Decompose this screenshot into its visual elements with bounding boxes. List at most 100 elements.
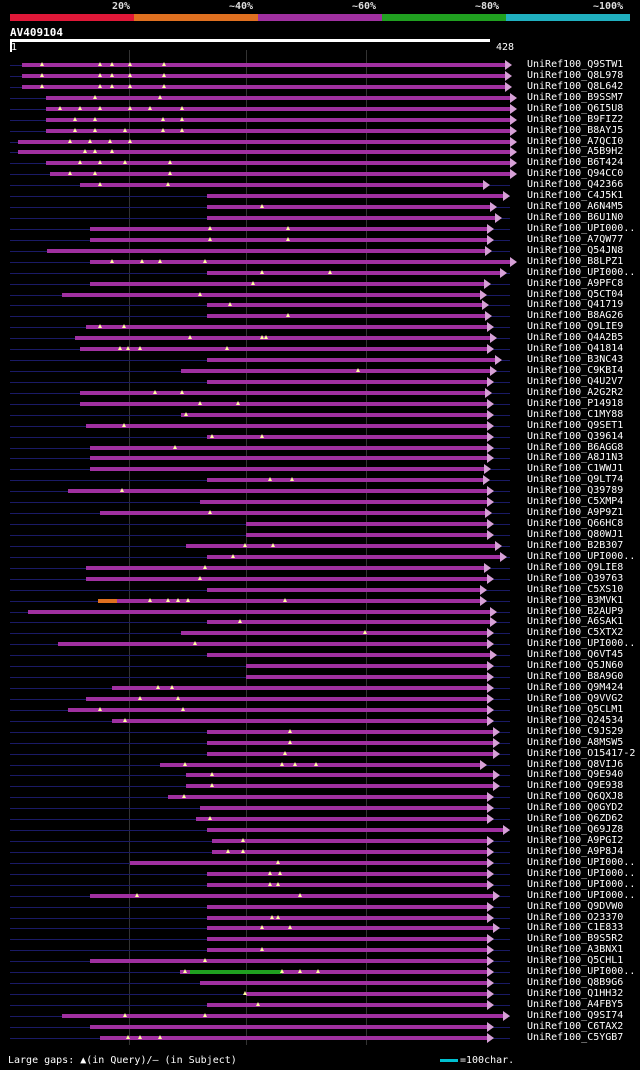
- hit-label[interactable]: UniRef100_Q9LIE9: [527, 321, 624, 333]
- hit-row[interactable]: UniRef100_Q9LT74: [0, 474, 640, 486]
- hit-row[interactable]: UniRef100_B9S5R2: [0, 933, 640, 945]
- alignment-bar[interactable]: [207, 379, 487, 384]
- hit-row[interactable]: UniRef100_P14918: [0, 398, 640, 410]
- hit-row[interactable]: UniRef100_Q8L978: [0, 70, 640, 82]
- alignment-bar[interactable]: [212, 849, 487, 854]
- hit-row[interactable]: UniRef100_A6SAK1: [0, 616, 640, 628]
- hit-row[interactable]: UniRef100_C5XTX2: [0, 627, 640, 639]
- alignment-bar[interactable]: [160, 762, 480, 767]
- alignment-bar[interactable]: [90, 281, 484, 286]
- hit-row[interactable]: UniRef100_Q39789: [0, 485, 640, 497]
- hit-label[interactable]: UniRef100_Q1HH32: [527, 988, 624, 1000]
- hit-label[interactable]: UniRef100_Q6I5U8: [527, 102, 624, 114]
- hit-row[interactable]: UniRef100_A5B9H2: [0, 146, 640, 158]
- hit-label[interactable]: UniRef100_Q8B9G6: [527, 977, 624, 989]
- hit-row[interactable]: UniRef100_Q41719: [0, 299, 640, 311]
- hit-row[interactable]: UniRef100_Q5CHL1: [0, 955, 640, 967]
- hit-label[interactable]: UniRef100_Q39763: [527, 572, 624, 584]
- hit-label[interactable]: UniRef100_Q6VT45: [527, 649, 624, 661]
- hit-row[interactable]: UniRef100_B8AG26: [0, 310, 640, 322]
- hit-label[interactable]: UniRef100_Q9LIE8: [527, 561, 624, 573]
- hit-label[interactable]: UniRef100_Q66HC8: [527, 518, 624, 530]
- hit-label[interactable]: UniRef100_Q9STW1: [527, 59, 624, 70]
- hit-row[interactable]: UniRef100_A2G2R2: [0, 386, 640, 399]
- hit-label[interactable]: UniRef100_UPI000..: [527, 638, 636, 650]
- hit-row[interactable]: UniRef100_C9JS29: [0, 726, 640, 738]
- alignment-bar[interactable]: [28, 609, 490, 614]
- hit-label[interactable]: UniRef100_A2G2R2: [527, 386, 624, 398]
- alignment-bar[interactable]: [207, 882, 487, 887]
- hit-row[interactable]: UniRef100_Q9E938: [0, 780, 640, 792]
- hit-row[interactable]: UniRef100_B3MVK1: [0, 595, 640, 607]
- hit-label[interactable]: UniRef100_Q6QXJ8: [527, 791, 624, 803]
- alignment-bar[interactable]: [90, 467, 484, 472]
- hit-label[interactable]: UniRef100_C5YGB7: [527, 1031, 624, 1043]
- hit-label[interactable]: UniRef100_Q8VIJ6: [527, 758, 624, 770]
- hit-row[interactable]: UniRef100_B9FIZ2: [0, 114, 640, 126]
- hit-row[interactable]: UniRef100_Q69JZ8: [0, 824, 640, 836]
- hit-label[interactable]: UniRef100_C4J5K1: [527, 190, 624, 202]
- hit-row[interactable]: UniRef100_Q1HH32: [0, 988, 640, 1000]
- alignment-bar[interactable]: [46, 117, 510, 122]
- alignment-bar[interactable]: [98, 598, 480, 603]
- alignment-bar[interactable]: [207, 926, 493, 931]
- alignment-bar[interactable]: [186, 773, 493, 778]
- hit-row[interactable]: UniRef100_C5YGB7: [0, 1031, 640, 1044]
- hit-label[interactable]: UniRef100_Q41719: [527, 299, 624, 311]
- hit-row[interactable]: UniRef100_Q39614: [0, 431, 640, 443]
- hit-label[interactable]: UniRef100_A7QW77: [527, 233, 624, 245]
- alignment-bar[interactable]: [246, 532, 487, 537]
- hit-label[interactable]: UniRef100_C1MY88: [527, 408, 624, 420]
- hit-label[interactable]: UniRef100_A9P8J4: [527, 845, 624, 857]
- hit-label[interactable]: UniRef100_B6U1N0: [527, 212, 624, 224]
- alignment-bar[interactable]: [46, 106, 510, 111]
- alignment-bar[interactable]: [130, 860, 487, 865]
- hit-row[interactable]: UniRef100_A6N4M5: [0, 201, 640, 213]
- hit-row[interactable]: UniRef100_Q8L642: [0, 81, 640, 93]
- alignment-bar[interactable]: [207, 303, 482, 308]
- hit-row[interactable]: UniRef100_UPI000..: [0, 889, 640, 902]
- alignment-bar[interactable]: [18, 139, 510, 144]
- hit-label[interactable]: UniRef100_B2B307: [527, 539, 624, 551]
- hit-row[interactable]: UniRef100_A9PGI2: [0, 835, 640, 847]
- hit-label[interactable]: UniRef100_Q4A2B5: [527, 332, 624, 344]
- hit-row[interactable]: UniRef100_A4FBY5: [0, 999, 640, 1011]
- alignment-bar[interactable]: [181, 631, 487, 636]
- alignment-bar[interactable]: [246, 675, 487, 680]
- alignment-bar[interactable]: [212, 839, 487, 844]
- alignment-bar[interactable]: [207, 194, 503, 199]
- alignment-bar[interactable]: [207, 937, 487, 942]
- hit-label[interactable]: UniRef100_B6AGG8: [527, 441, 624, 453]
- hit-row[interactable]: UniRef100_Q9STW1: [0, 59, 640, 71]
- alignment-bar[interactable]: [90, 959, 487, 964]
- hit-label[interactable]: UniRef100_UPI000..: [527, 856, 636, 868]
- hit-row[interactable]: UniRef100_C9KBI4: [0, 365, 640, 377]
- hit-row[interactable]: UniRef100_Q6QXJ8: [0, 791, 640, 803]
- alignment-bar[interactable]: [80, 347, 487, 352]
- hit-row[interactable]: UniRef100_Q8B9G6: [0, 977, 640, 989]
- hit-row[interactable]: UniRef100_Q54JN8: [0, 245, 640, 257]
- hit-label[interactable]: UniRef100_B9S5R2: [527, 933, 624, 945]
- hit-row[interactable]: UniRef100_A7QW77: [0, 233, 640, 246]
- hit-row[interactable]: UniRef100_Q66HC8: [0, 518, 640, 530]
- hit-row[interactable]: UniRef100_Q94CC0: [0, 168, 640, 180]
- hit-label[interactable]: UniRef100_B6T424: [527, 157, 624, 169]
- hit-label[interactable]: UniRef100_Q9E938: [527, 780, 624, 792]
- hit-label[interactable]: UniRef100_A9PFC8: [527, 277, 624, 289]
- hit-row[interactable]: UniRef100_A9P9Z1: [0, 507, 640, 519]
- hit-label[interactable]: UniRef100_UPI000..: [527, 222, 636, 234]
- alignment-bar[interactable]: [100, 511, 485, 516]
- hit-label[interactable]: UniRef100_Q39789: [527, 485, 624, 497]
- alignment-bar[interactable]: [80, 183, 483, 188]
- alignment-bar[interactable]: [86, 576, 487, 581]
- alignment-bar[interactable]: [46, 95, 510, 100]
- alignment-bar[interactable]: [86, 696, 487, 701]
- hit-label[interactable]: UniRef100_Q9E940: [527, 769, 624, 781]
- alignment-bar[interactable]: [207, 434, 487, 439]
- hit-label[interactable]: UniRef100_C5XMP4: [527, 496, 624, 508]
- hit-row[interactable]: UniRef100_Q42366: [0, 179, 640, 191]
- hit-label[interactable]: UniRef100_O23370: [527, 911, 624, 923]
- hit-label[interactable]: UniRef100_Q4U2V7: [527, 375, 624, 387]
- hit-label[interactable]: UniRef100_UPI000..: [527, 889, 636, 901]
- hit-label[interactable]: UniRef100_B2AUP9: [527, 605, 624, 617]
